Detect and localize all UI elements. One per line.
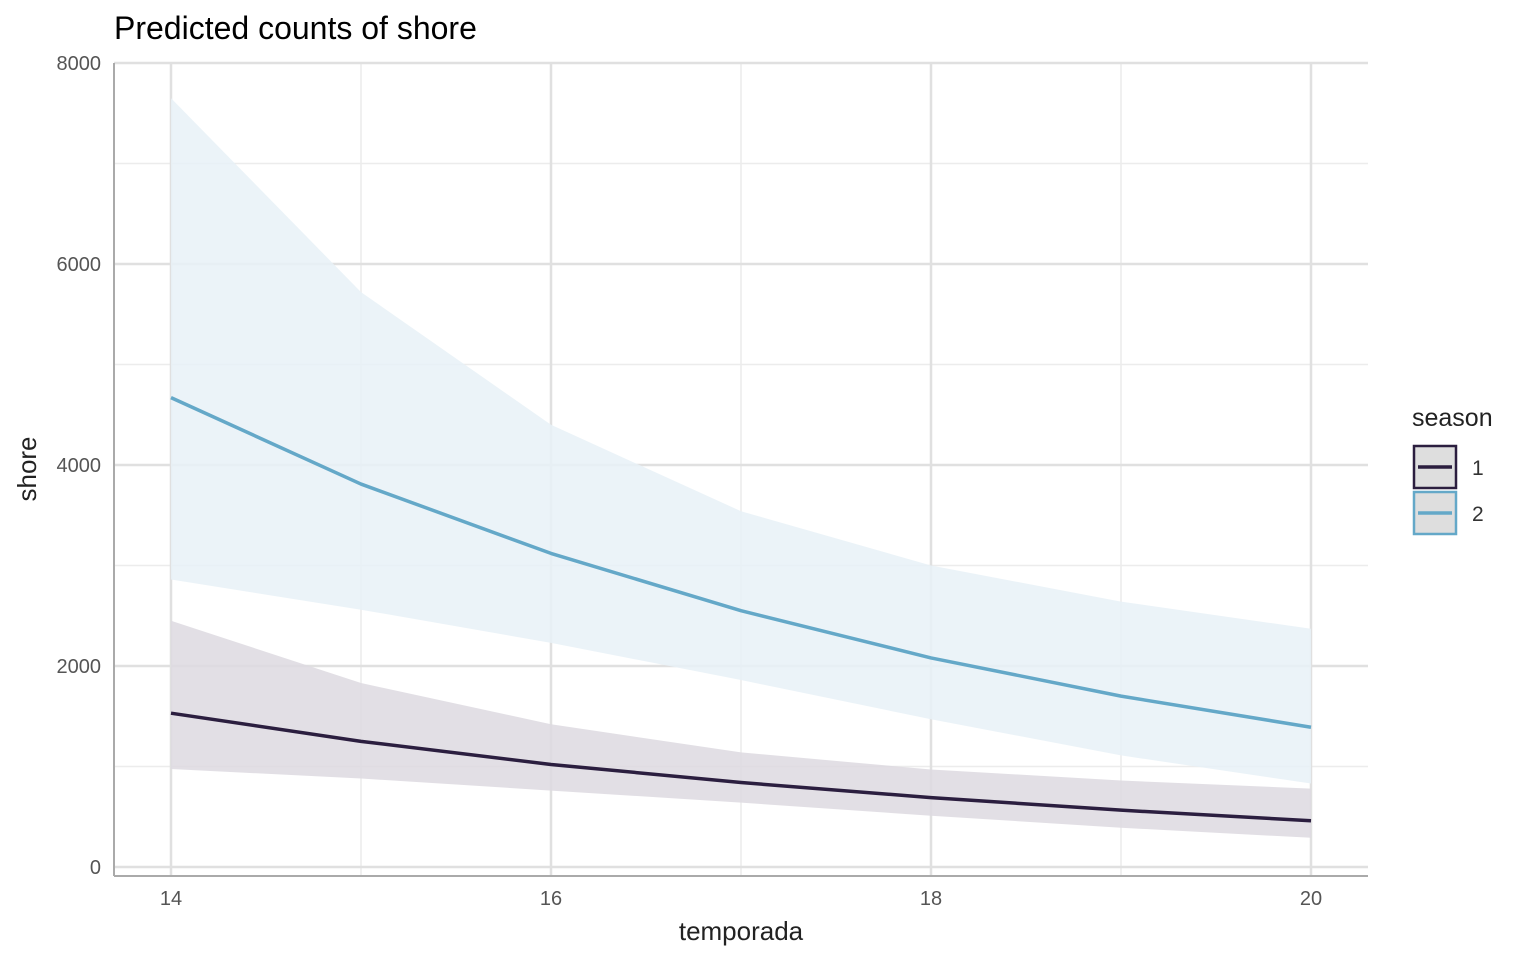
x-tick-label: 14 bbox=[160, 888, 182, 910]
x-ticks: 14 16 18 20 bbox=[160, 888, 1322, 910]
confidence-band-series-2 bbox=[171, 98, 1311, 784]
confidence-band-series-1 bbox=[171, 620, 1311, 838]
y-tick-label: 2000 bbox=[57, 656, 102, 678]
x-tick-label: 18 bbox=[920, 888, 942, 910]
y-tick-label: 4000 bbox=[57, 455, 102, 477]
y-ticks: 0 2000 4000 6000 8000 bbox=[57, 53, 102, 879]
x-tick-label: 16 bbox=[540, 888, 562, 910]
y-tick-label: 8000 bbox=[57, 53, 102, 75]
legend-item-2: 2 bbox=[1412, 490, 1484, 536]
y-axis-title: shore bbox=[12, 436, 42, 501]
x-tick-label: 20 bbox=[1300, 888, 1322, 910]
bands bbox=[171, 98, 1311, 838]
chart-title: Predicted counts of shore bbox=[114, 10, 477, 46]
legend-item-1: 1 bbox=[1412, 444, 1484, 490]
legend-title: season bbox=[1412, 404, 1493, 432]
legend: season 1 2 bbox=[1412, 404, 1493, 536]
series-lines bbox=[170, 396, 1312, 823]
y-tick-label: 0 bbox=[90, 857, 101, 879]
legend-label: 2 bbox=[1472, 503, 1484, 526]
y-tick-label: 6000 bbox=[57, 254, 102, 276]
x-axis-title: temporada bbox=[679, 916, 804, 946]
legend-label: 1 bbox=[1472, 457, 1484, 480]
